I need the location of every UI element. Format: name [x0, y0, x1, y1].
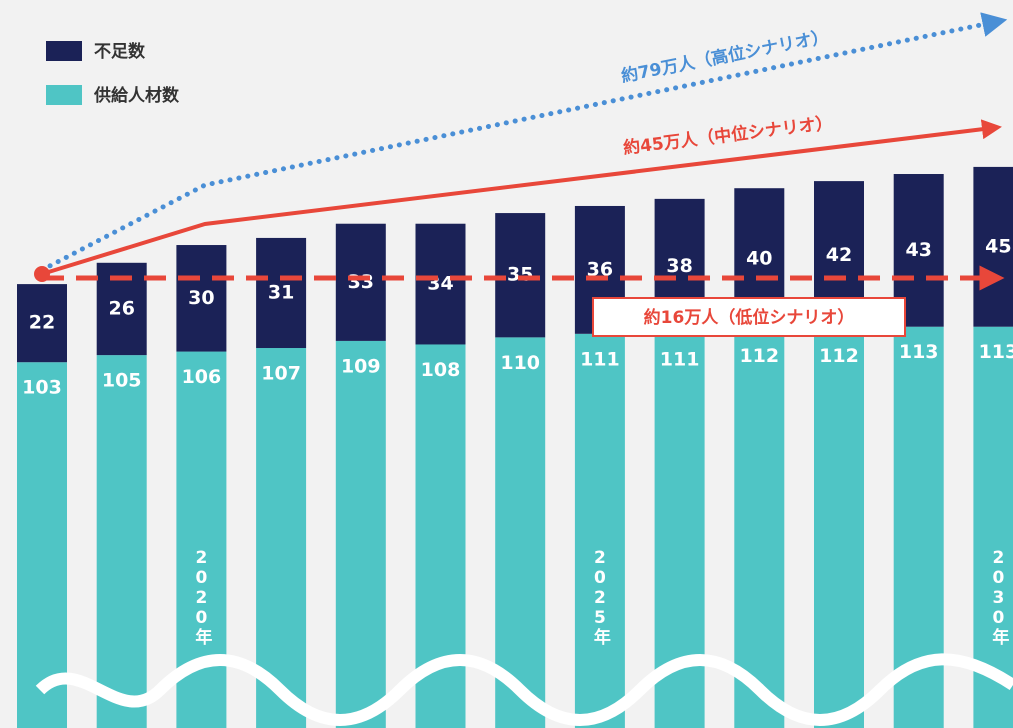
bar-segment — [256, 237, 307, 349]
legend-swatch — [46, 41, 82, 61]
legend-swatch — [46, 85, 82, 105]
bar-segment — [495, 213, 546, 338]
value-label: 108 — [421, 359, 461, 381]
value-label: 110 — [500, 352, 540, 374]
annotation: 約16万人（低位シナリオ） — [644, 307, 855, 328]
value-label: 111 — [580, 348, 620, 370]
value-label: 45 — [985, 235, 1011, 257]
value-label: 103 — [22, 377, 62, 399]
value-label: 109 — [341, 355, 381, 377]
bar-segment — [176, 245, 227, 352]
bar-segment — [17, 284, 67, 363]
value-label: 38 — [666, 255, 692, 277]
value-label: 31 — [268, 281, 294, 303]
bar-segment — [734, 330, 785, 728]
axis-break — [35, 653, 1013, 726]
bar-segment — [256, 348, 307, 728]
value-label: 113 — [899, 341, 939, 363]
mid-scenario-line — [41, 119, 1002, 276]
x-tick-label: 2020年 — [191, 548, 212, 646]
bar-segment — [814, 330, 864, 728]
bar-segment — [415, 223, 466, 345]
bar-segment — [495, 337, 546, 728]
value-label: 22 — [29, 312, 55, 334]
bar-segment — [17, 362, 67, 728]
value-label: 113 — [979, 341, 1013, 363]
value-label: 40 — [746, 248, 772, 270]
bar-segment — [335, 340, 386, 728]
legend-label: 供給人材数 — [93, 85, 180, 106]
start-point — [34, 266, 50, 282]
value-label: 106 — [182, 366, 222, 388]
value-label: 111 — [660, 348, 700, 370]
value-label: 30 — [188, 287, 214, 309]
value-label: 43 — [905, 239, 931, 261]
bar-segment — [973, 166, 1013, 327]
value-label: 42 — [826, 244, 852, 266]
value-label: 105 — [102, 370, 142, 392]
value-label: 112 — [739, 345, 779, 367]
x-tick-label: 2025年 — [590, 548, 611, 646]
bar-segment — [96, 355, 147, 728]
bars: 1032210526106302020年10731109331083411035… — [17, 166, 1013, 728]
bar-segment — [335, 223, 386, 341]
annotation-box — [592, 297, 906, 337]
annotation: 約79万人（高位シナリオ） — [620, 26, 831, 87]
value-label: 33 — [348, 271, 374, 293]
value-label: 107 — [261, 363, 301, 385]
high-scenario-line — [39, 12, 1008, 273]
x-tick-label: 2030年 — [988, 548, 1009, 646]
value-label: 112 — [819, 345, 859, 367]
value-label: 35 — [507, 264, 533, 286]
value-label: 36 — [587, 258, 613, 280]
bar-segment — [574, 333, 625, 728]
legend-label: 不足数 — [94, 41, 146, 62]
value-label: 26 — [108, 297, 134, 319]
